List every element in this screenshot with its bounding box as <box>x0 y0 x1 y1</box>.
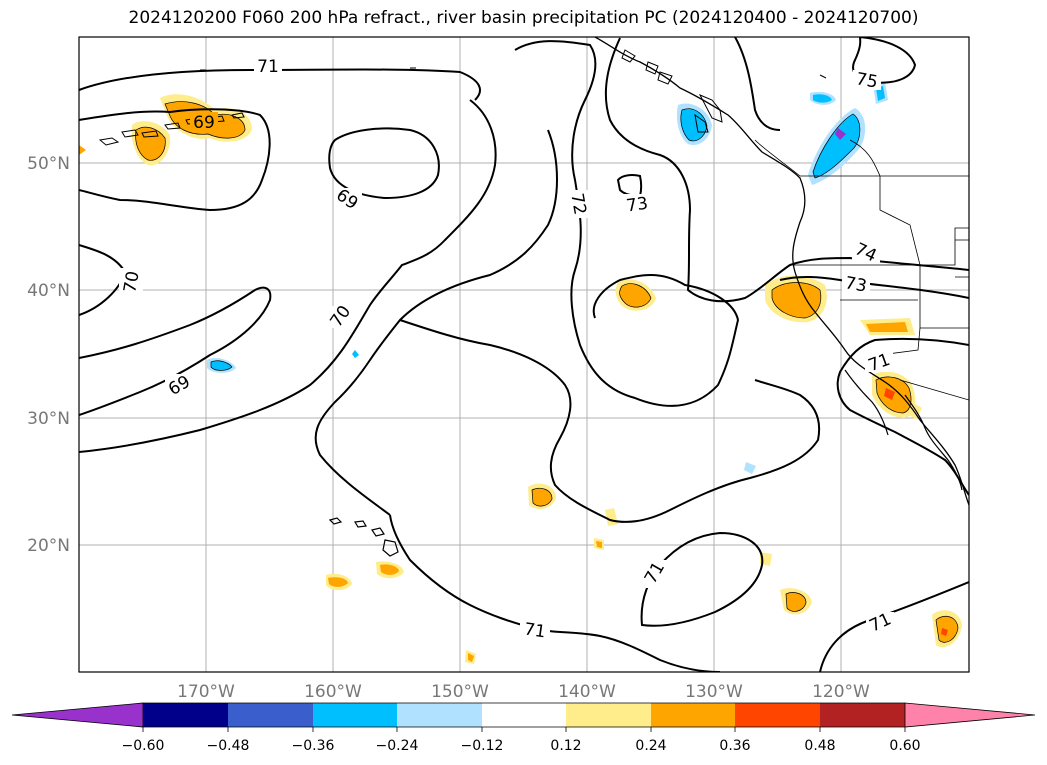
contour-label: 73 <box>625 194 649 217</box>
colorbar-segment <box>397 703 482 727</box>
colorbar-segment <box>735 703 820 727</box>
lon-label: 140°W <box>558 682 616 702</box>
political-borders <box>754 139 969 401</box>
lon-label: 120°W <box>812 682 870 702</box>
colorbar-segment <box>566 703 651 727</box>
contour-label: 71 <box>523 620 547 643</box>
lat-label: 30°N <box>27 409 70 429</box>
colorbar-tick-label: −0.36 <box>292 738 335 754</box>
lat-label: 40°N <box>27 281 70 301</box>
colorbar: −0.60 −0.48 −0.36 −0.24 −0.12 0.12 0.24 … <box>11 702 1036 754</box>
colorbar-tick-label: 0.60 <box>889 738 920 754</box>
colorbar-extend-high <box>904 702 1036 728</box>
colorbar-tick-label: 0.24 <box>635 738 666 754</box>
colorbar-tick-label: −0.60 <box>122 738 165 754</box>
contour-label: 75 <box>854 69 879 92</box>
colorbar-tick-label: −0.12 <box>461 738 504 754</box>
contour-label: 70 <box>120 270 143 295</box>
longitude-labels: 170°W 160°W 150°W 140°W 130°W 120°W <box>177 682 870 702</box>
colorbar-segment <box>143 703 228 727</box>
contour-label: 71 <box>257 57 279 77</box>
lon-label: 170°W <box>177 682 235 702</box>
lat-label: 20°N <box>27 536 70 556</box>
lon-label: 130°W <box>685 682 743 702</box>
latitude-labels: 50°N 40°N 30°N 20°N <box>27 154 70 556</box>
contour-labels: 71 69 69 70 70 69 72 73 74 73 71 75 <box>119 56 894 642</box>
map-area <box>79 37 969 672</box>
lon-label: 160°W <box>304 682 362 702</box>
colorbar-tick-label: 0.12 <box>550 738 581 754</box>
contour-label: 73 <box>843 273 868 296</box>
colorbar-segment <box>651 703 735 727</box>
colorbar-segment <box>820 703 905 727</box>
lon-label: 150°W <box>431 682 489 702</box>
coastlines <box>98 37 969 557</box>
map-frame <box>78 36 970 673</box>
colorbar-tick-label: 0.48 <box>804 738 835 754</box>
colorbar-tick-label: −0.48 <box>207 738 250 754</box>
colorbar-extend-low <box>11 702 144 728</box>
colorbar-segment <box>482 703 566 727</box>
colorbar-tick-label: 0.36 <box>719 738 750 754</box>
colorbar-segment <box>313 703 397 727</box>
map-title: 2024120200 F060 200 hPa refract., river … <box>128 8 919 28</box>
colorbar-tick-label: −0.24 <box>376 738 419 754</box>
anomaly-outlines <box>135 101 959 643</box>
contour-label: 72 <box>566 192 589 217</box>
lat-label: 50°N <box>27 154 70 174</box>
contour-label: 69 <box>193 113 215 133</box>
colorbar-segment <box>228 703 313 727</box>
